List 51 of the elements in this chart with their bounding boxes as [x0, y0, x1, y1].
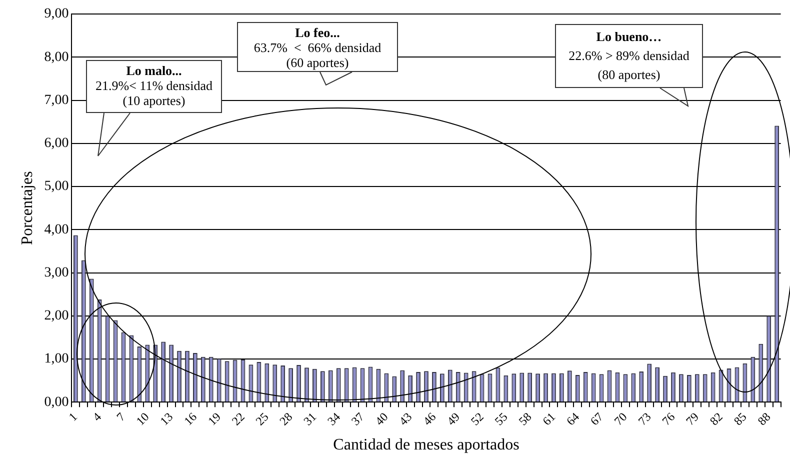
x-tick-label: 1	[66, 410, 80, 424]
y-axis-title: Porcentajes	[18, 171, 36, 245]
x-tick-label: 16	[181, 410, 200, 428]
annotation: (60 aportes)	[285, 55, 350, 70]
x-tick-label: 34	[324, 410, 343, 428]
x-tick-label: 67	[588, 410, 606, 428]
x-tick-label: 88	[754, 410, 774, 428]
x-tick-label: 40	[372, 410, 391, 428]
annotation: (80 aportes)	[596, 66, 662, 84]
x-tick-label: 28	[276, 410, 296, 428]
annotation: Lo feo...	[294, 25, 341, 40]
x-tick-label: 49	[444, 410, 462, 428]
y-tick-label: 9,00	[44, 6, 69, 22]
x-tick-label: 13	[157, 410, 176, 428]
x-tick-label: 10	[133, 410, 152, 428]
x-tick-label: 64	[564, 410, 582, 428]
x-axis-title: Cantidad de meses aportados	[333, 436, 520, 454]
annotation: Lo bueno…	[595, 28, 663, 46]
y-tick-label: 4,00	[44, 222, 69, 238]
y-tick-label: 8,00	[44, 50, 69, 65]
x-tick-label: 19	[205, 410, 224, 428]
y-tick-label: 6,00	[44, 136, 69, 152]
x-tick-label: 52	[468, 410, 486, 428]
x-tick-label: 31	[300, 410, 320, 428]
y-tick-label: 2,00	[44, 308, 69, 324]
x-tick-label: 70	[611, 410, 630, 428]
x-tick-label: 73	[635, 410, 654, 428]
x-tick-label: 85	[730, 410, 750, 428]
x-tick-label: 82	[707, 410, 726, 428]
x-tick-label: 37	[348, 410, 367, 428]
x-tick-label: 76	[659, 410, 678, 428]
x-tick-label: 22	[228, 410, 248, 428]
x-tick-label: 25	[252, 410, 272, 428]
annotation: Lo malo...	[125, 63, 183, 78]
x-tick-label: 58	[516, 410, 534, 428]
annotation: 21.9%< 11% densidad	[94, 78, 214, 93]
x-tick-label: 61	[540, 410, 558, 428]
x-tick-label: 55	[492, 410, 510, 428]
y-tick-label: 1,00	[44, 352, 69, 367]
x-tick-label: 46	[420, 410, 439, 428]
x-tick-label: 4	[90, 410, 104, 424]
x-tick-label: 43	[396, 410, 415, 428]
annotation: 63.7% < 66% densidad	[252, 40, 382, 55]
x-tick-label: 7	[114, 410, 128, 424]
y-tick-label: 5,00	[44, 179, 69, 194]
y-tick-label: 7,00	[44, 92, 69, 108]
y-tick-label: 0,00	[44, 394, 69, 410]
annotation: 22.6% > 89% densidad	[568, 47, 690, 65]
x-tick-label: 79	[683, 410, 702, 428]
y-tick-label: 3,00	[44, 265, 69, 280]
annotation: (10 aportes)	[122, 93, 186, 108]
